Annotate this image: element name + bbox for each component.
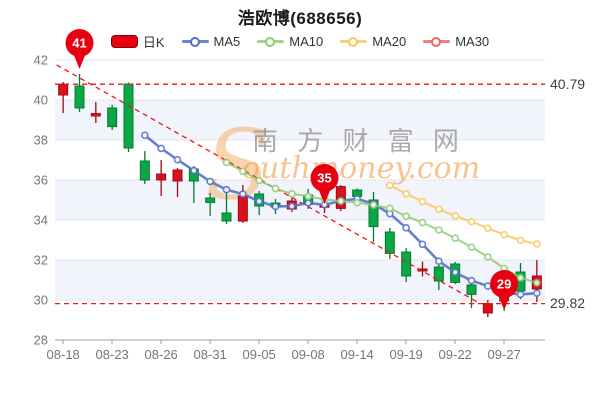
badge-label: 35 (317, 171, 331, 186)
ma5-line (141, 131, 541, 299)
page-title: 浩欧博(688656) (237, 9, 363, 28)
price-badge-35: 35 (310, 164, 339, 204)
price-badge-29: 29 (490, 270, 519, 310)
x-axis-label: 08-18 (47, 347, 80, 362)
watermark-domain: outhmoney.com (242, 151, 480, 186)
y-axis-label: 32 (34, 253, 48, 268)
y-axis-label: 40 (34, 93, 48, 108)
legend-label: 日K (142, 34, 165, 50)
legend-label: MA30 (455, 33, 490, 49)
candle (139, 151, 150, 184)
candle (172, 168, 183, 197)
legend-item-ma5[interactable]: MA5 (181, 33, 241, 49)
ma30-marker-icon (423, 36, 451, 47)
legend-item-daily-k[interactable]: 日K (110, 32, 165, 51)
x-axis-label: 09-22 (439, 347, 472, 362)
y-axis-label: 38 (34, 133, 48, 148)
candle (90, 102, 101, 123)
badge-label: 29 (497, 277, 511, 292)
legend-label: MA10 (289, 33, 324, 49)
low-close-label: 29.82 (550, 295, 586, 311)
legend: 日K MA5 MA10 MA20 MA30 (0, 31, 600, 51)
plot-band (55, 100, 545, 140)
x-axis-label: 09-19 (390, 347, 423, 362)
plot-band (55, 260, 545, 300)
candle (384, 228, 395, 259)
ma20-marker-icon (340, 36, 368, 47)
y-axis-label: 34 (34, 213, 48, 228)
candle (482, 300, 493, 317)
candle (74, 74, 85, 112)
price-badge-41: 41 (65, 29, 94, 69)
candle (205, 193, 216, 216)
daily-k-swatch-icon (110, 34, 138, 48)
x-axis-label: 09-05 (243, 347, 276, 362)
legend-label: MA20 (372, 33, 407, 49)
x-axis-label: 09-08 (292, 347, 325, 362)
x-axis-label: 09-14 (341, 347, 374, 362)
legend-label: MA5 (213, 33, 241, 49)
ma20-line (386, 181, 541, 248)
watermark-site-name: 南 方 财 富 网 (252, 126, 465, 156)
x-axis-label: 09-27 (488, 347, 521, 362)
candle (58, 82, 69, 113)
y-axis-label: 36 (34, 173, 48, 188)
candle (123, 82, 134, 152)
candle (417, 261, 428, 277)
candle (433, 265, 444, 290)
ma10-marker-icon (257, 36, 285, 47)
ma5-marker-icon (181, 36, 209, 47)
candle (156, 160, 167, 196)
high-close-label: 40.79 (550, 76, 586, 92)
legend-item-ma10[interactable]: MA10 (257, 34, 323, 49)
candle (107, 105, 118, 130)
x-axis-label: 08-26 (145, 347, 178, 362)
legend-item-ma30[interactable]: MA30 (423, 34, 489, 49)
plot-band (55, 180, 545, 220)
y-axis-label: 30 (34, 293, 48, 308)
badge-label: 41 (72, 36, 86, 51)
y-axis-label: 42 (34, 53, 48, 68)
x-axis-label: 08-31 (194, 347, 227, 362)
y-axis-label: 28 (34, 333, 48, 348)
legend-item-ma20[interactable]: MA20 (340, 34, 406, 49)
x-axis-label: 08-23 (96, 347, 129, 362)
